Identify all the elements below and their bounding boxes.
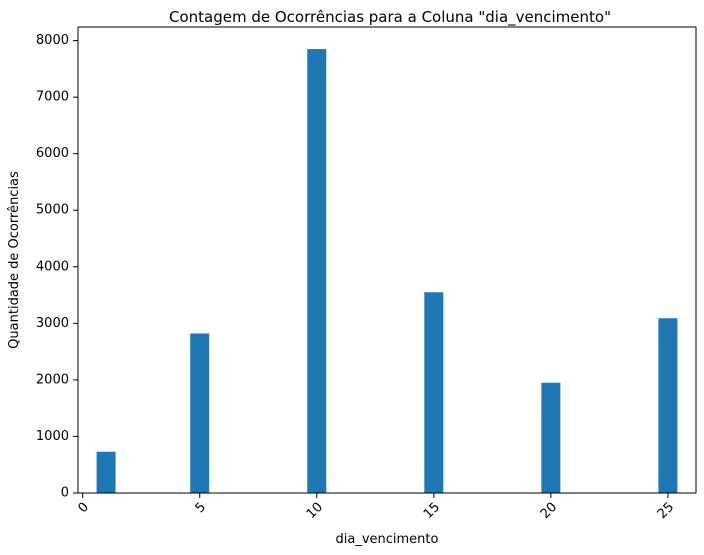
x-tick-label: 20 — [538, 500, 560, 522]
bar-10 — [307, 49, 327, 494]
x-axis-label: dia_vencimento — [336, 532, 439, 547]
y-tick-label: 7000 — [36, 90, 69, 105]
y-tick-label: 1000 — [36, 429, 69, 444]
bar-1 — [96, 451, 116, 493]
y-tick-label: 8000 — [36, 33, 69, 48]
bar-20 — [541, 382, 561, 493]
chart-title: Contagem de Ocorrências para a Coluna "d… — [169, 8, 611, 27]
y-tick-label: 3000 — [36, 316, 69, 331]
bar-5 — [190, 333, 210, 493]
y-tick-label: 0 — [61, 486, 69, 501]
bars-group — [96, 49, 678, 494]
y-tick-label: 2000 — [36, 372, 69, 387]
x-tick-label: 10 — [304, 500, 326, 522]
y-tick-label: 4000 — [36, 259, 69, 274]
bar-15 — [424, 292, 444, 493]
plot-frame — [77, 26, 697, 494]
x-tick-label: 5 — [193, 500, 209, 516]
x-tick-label: 15 — [421, 500, 443, 522]
y-axis-label: Quantidade de Ocorrências — [7, 171, 22, 349]
x-axis-ticks: 0 5 10 15 20 25 — [76, 493, 677, 522]
y-tick-label: 5000 — [36, 203, 69, 218]
bar-25 — [658, 318, 678, 493]
y-axis-ticks: 0 1000 2000 3000 4000 5000 6000 7000 8000 — [36, 33, 78, 501]
x-tick-label: 25 — [655, 500, 677, 522]
y-tick-label: 6000 — [36, 146, 69, 161]
x-tick-label: 0 — [76, 500, 92, 516]
